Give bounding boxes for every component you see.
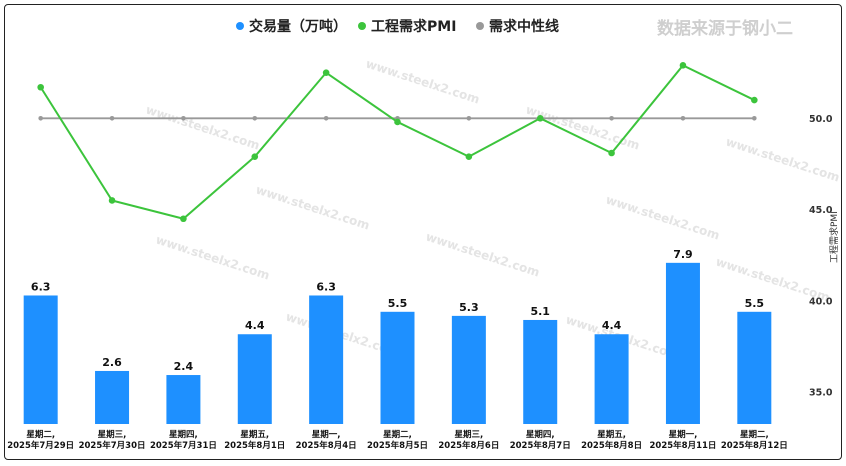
legend-neutral-marker <box>476 22 484 30</box>
bar-series: 6.3 2.6 2.4 4.4 6.3 5.5 5.3 5.1 4.4 7.9 5.5 <box>23 248 772 424</box>
right-axis-tick-label: 40.0 <box>809 296 833 307</box>
pmi-point <box>536 115 544 122</box>
x-axis: 星期二,2025年7月29日星期三,2025年7月30日星期四,2025年7月3… <box>7 429 788 451</box>
pmi-point <box>322 69 330 76</box>
bar-value-label: 7.9 <box>673 248 693 261</box>
watermark-text: www.steelx2.com <box>144 103 261 153</box>
bar-value-label: 5.3 <box>459 301 479 314</box>
watermark-text: www.steelx2.com <box>424 230 541 280</box>
neutral-point <box>181 116 186 121</box>
bar <box>594 334 629 424</box>
x-tick-label-weekday: 星期四, <box>169 429 198 440</box>
right-axis-tick-label: 50.0 <box>809 114 833 125</box>
watermark-text: www.steelx2.com <box>524 103 641 153</box>
x-tick-label-weekday: 星期一, <box>312 429 341 440</box>
x-tick-label-date: 2025年8月6日 <box>438 440 499 451</box>
bar-value-label: 2.6 <box>102 356 122 369</box>
bar <box>451 315 486 424</box>
x-tick-label-weekday: 星期三, <box>454 429 483 440</box>
bar-value-label: 5.5 <box>388 297 408 310</box>
pmi-line <box>39 64 755 220</box>
x-tick-label-date: 2025年8月11日 <box>650 440 717 451</box>
legend-pmi-label: 工程需求PMI <box>371 18 456 35</box>
bar-value-label: 5.1 <box>530 305 550 318</box>
x-tick-label-weekday: 星期五, <box>597 429 626 440</box>
legend-bar-label: 交易量（万吨） <box>249 18 347 35</box>
x-tick-label-date: 2025年8月8日 <box>581 440 642 451</box>
bar <box>665 262 700 424</box>
pmi-point <box>608 149 615 157</box>
legend-neutral-label: 需求中性线 <box>489 18 559 35</box>
x-tick-label-date: 2025年8月7日 <box>510 440 571 451</box>
bar-value-label: 4.4 <box>602 319 622 332</box>
bar-value-label: 4.4 <box>245 319 265 332</box>
right-axis-tick-label: 45.0 <box>809 205 833 216</box>
pmi-point <box>108 197 116 204</box>
bar-value-label: 2.4 <box>174 360 194 373</box>
bar <box>737 311 772 424</box>
x-tick-label-weekday: 星期二, <box>740 429 769 440</box>
pmi-point <box>251 153 259 160</box>
pmi-point <box>37 83 44 91</box>
chart-frame: www.steelx2.com www.steelx2.com www.steelx… <box>4 4 842 460</box>
x-tick-label-date: 2025年7月29日 <box>7 440 74 451</box>
x-tick-label-weekday: 星期二, <box>383 429 412 440</box>
bar <box>380 311 415 424</box>
bar <box>95 370 130 424</box>
pmi-point <box>180 215 187 223</box>
bar <box>166 375 201 424</box>
bar <box>309 295 344 424</box>
x-tick-label-date: 2025年7月31日 <box>150 440 217 451</box>
right-axis-tick-label: 35.0 <box>809 388 833 399</box>
x-tick-label-weekday: 星期三, <box>98 429 127 440</box>
x-tick-label-date: 2025年8月12日 <box>721 440 788 451</box>
x-tick-label-date: 2025年8月1日 <box>224 440 285 451</box>
x-tick-label-weekday: 星期五, <box>240 429 269 440</box>
line-series <box>37 62 758 223</box>
x-tick-label-weekday: 星期四, <box>526 429 555 440</box>
legend-pmi-marker <box>358 22 366 30</box>
bar-value-label: 6.3 <box>31 280 51 293</box>
bar <box>523 319 558 424</box>
pmi-point <box>751 96 758 104</box>
pmi-point <box>394 118 401 126</box>
x-tick-label-weekday: 星期二, <box>26 429 55 440</box>
watermark-text: www.steelx2.com <box>604 193 721 243</box>
watermark-text: www.steelx2.com <box>724 135 841 185</box>
pmi-point <box>465 153 473 160</box>
neutral-point <box>109 116 115 121</box>
x-tick-label-date: 2025年8月4日 <box>296 440 357 451</box>
watermark-text: www.steelx2.com <box>154 233 271 283</box>
bar <box>23 295 58 424</box>
watermark-text: www.steelx2.com <box>364 57 481 107</box>
x-tick-label-date: 2025年8月5日 <box>367 440 428 451</box>
neutral-point <box>752 116 757 121</box>
legend: 交易量（万吨） 工程需求PMI 需求中性线 <box>236 18 559 35</box>
legend-bar-marker <box>236 22 244 30</box>
x-tick-label-date: 2025年7月30日 <box>79 440 146 451</box>
neutral-point <box>680 116 686 121</box>
neutral-point <box>323 116 329 121</box>
x-tick-label-weekday: 星期一, <box>669 429 698 440</box>
neutral-point <box>252 116 258 121</box>
watermark-text: www.steelx2.com <box>254 183 371 233</box>
neutral-point <box>38 116 43 121</box>
source-note: 数据来源于钢小二 <box>657 18 793 39</box>
bar-value-label: 6.3 <box>316 280 336 293</box>
bar <box>237 334 272 424</box>
neutral-point <box>609 116 614 121</box>
right-axis: 35.0 40.0 45.0 50.0 <box>809 114 833 399</box>
right-axis-title: 工程需求PMI <box>828 211 840 263</box>
pmi-point <box>679 62 687 69</box>
neutral-point <box>466 116 472 121</box>
bar-value-label: 5.5 <box>745 297 765 310</box>
